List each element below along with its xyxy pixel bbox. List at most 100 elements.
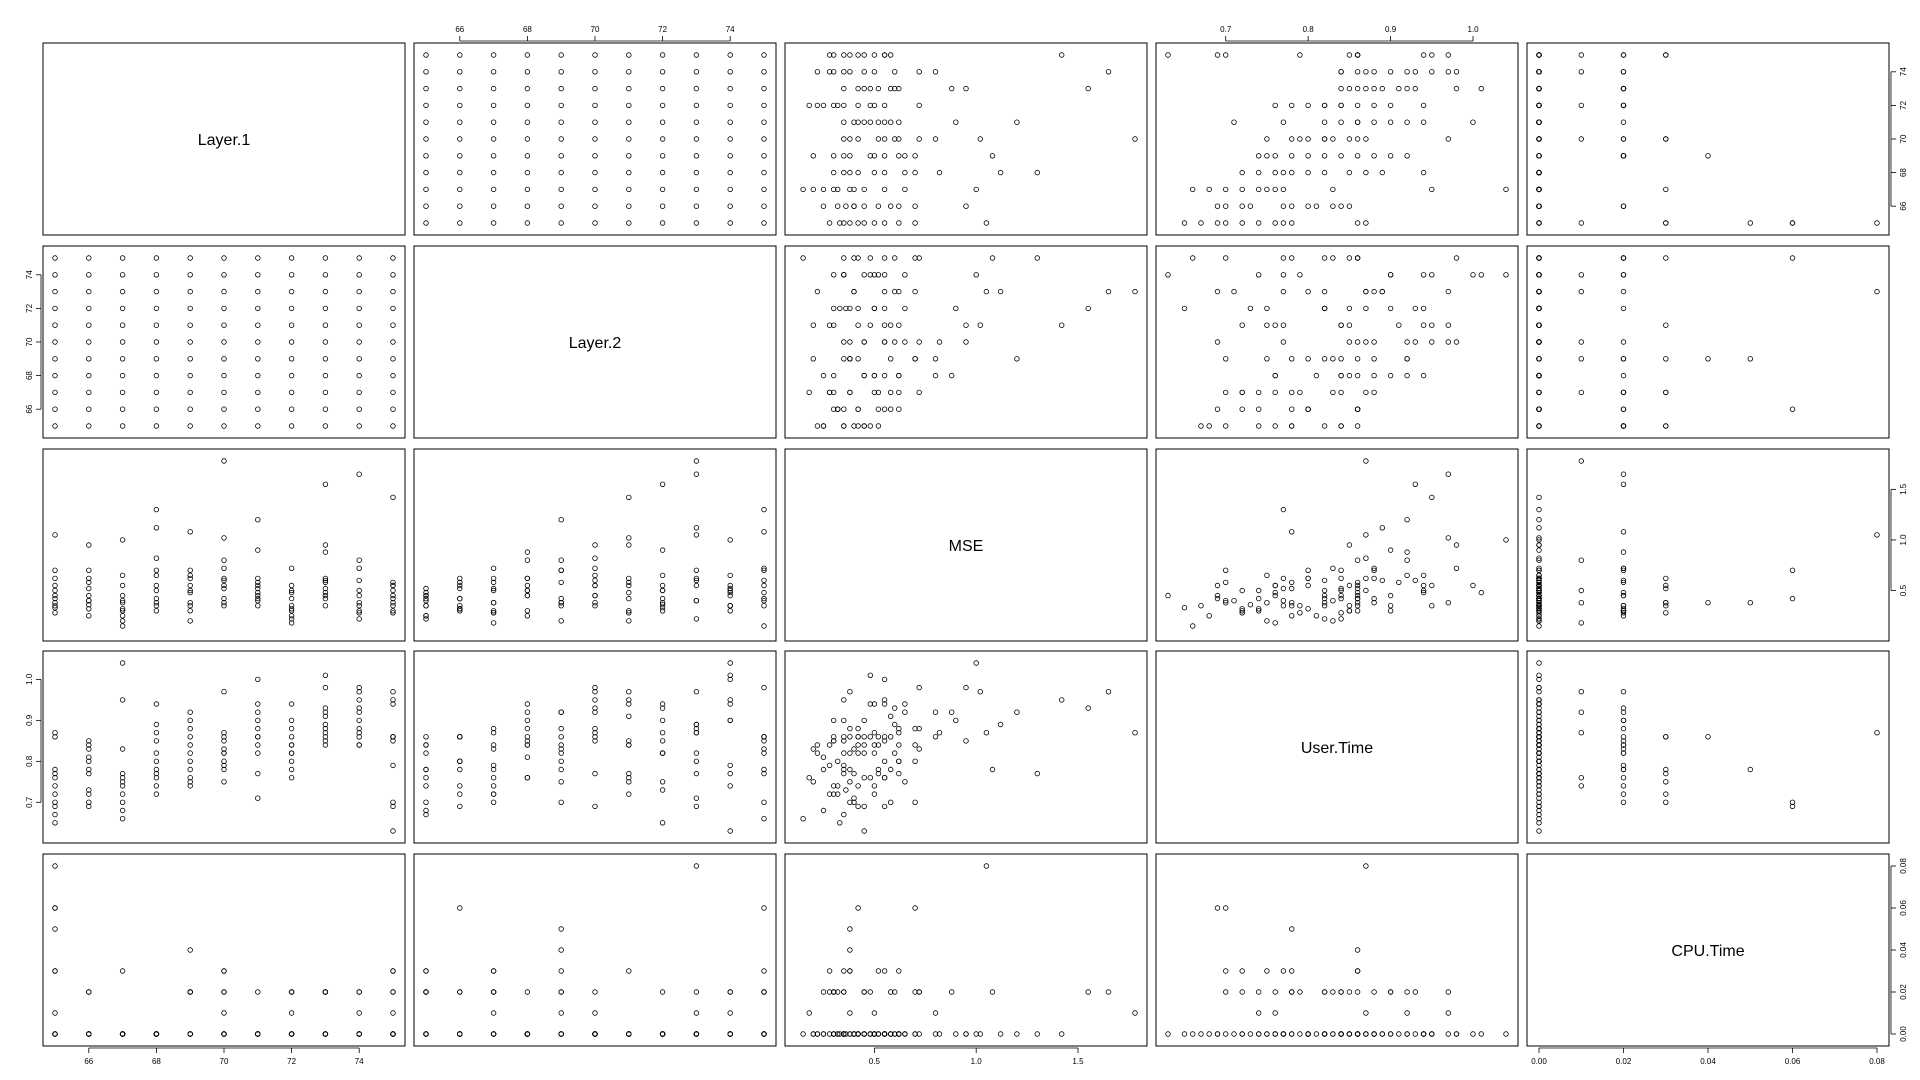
data-point <box>1354 220 1361 226</box>
data-point <box>558 169 564 176</box>
data-point <box>761 766 767 773</box>
data-point <box>187 618 193 624</box>
data-point <box>457 905 463 911</box>
data-point <box>1305 169 1311 176</box>
data-point <box>221 458 227 464</box>
data-point <box>1620 119 1627 125</box>
data-point <box>1536 770 1542 777</box>
data-point <box>1354 69 1361 75</box>
data-point <box>761 595 767 602</box>
data-point <box>1620 549 1627 555</box>
data-point <box>626 589 632 596</box>
data-point <box>841 339 847 345</box>
data-point <box>390 1031 396 1037</box>
data-point <box>490 600 497 606</box>
data-point <box>153 783 160 789</box>
data-point <box>626 203 632 209</box>
data-point <box>356 356 362 362</box>
data-point <box>1330 1031 1336 1037</box>
data-point <box>1620 766 1627 773</box>
data-point <box>1305 136 1311 142</box>
data-point <box>524 709 531 715</box>
data-point <box>963 203 969 209</box>
data-point <box>820 766 827 773</box>
data-point <box>1620 725 1627 732</box>
data-point <box>390 587 396 594</box>
data-point <box>1578 587 1584 594</box>
data-point <box>1014 119 1020 125</box>
panel-MSE-vs-User.Time <box>1155 448 1519 642</box>
data-point <box>1371 102 1377 109</box>
data-point <box>153 372 160 379</box>
data-point <box>1536 725 1542 732</box>
data-point <box>855 423 861 429</box>
data-point <box>912 288 918 295</box>
data-point <box>1478 589 1484 596</box>
tick-label: 0.02 <box>1616 1057 1632 1066</box>
data-point <box>490 742 497 748</box>
data-point <box>457 603 463 609</box>
data-point <box>820 989 827 995</box>
data-point <box>761 169 767 176</box>
data-point <box>1789 803 1796 810</box>
tick-label: 66 <box>25 404 34 413</box>
tick-label: 70 <box>591 25 600 34</box>
data-point <box>896 220 902 226</box>
data-point <box>457 169 463 176</box>
data-point <box>888 406 894 412</box>
data-point <box>1264 136 1270 142</box>
data-point <box>841 697 847 703</box>
data-point <box>1346 52 1353 58</box>
data-point <box>659 203 666 209</box>
data-point <box>524 754 531 760</box>
data-point <box>1663 356 1669 362</box>
data-point <box>916 102 922 109</box>
data-point <box>457 220 463 226</box>
data-point <box>1058 697 1065 703</box>
data-point <box>1663 603 1669 609</box>
data-point <box>1181 220 1188 226</box>
data-point <box>875 770 882 777</box>
data-point <box>1165 592 1171 599</box>
data-point <box>1578 557 1584 563</box>
data-point <box>1338 322 1344 328</box>
data-point <box>187 272 193 278</box>
data-point <box>1255 169 1262 176</box>
data-point <box>1272 1031 1278 1037</box>
data-point <box>1231 1031 1237 1037</box>
data-point <box>1338 423 1344 429</box>
data-point <box>977 689 983 695</box>
data-point <box>1536 807 1542 814</box>
data-point <box>592 136 598 142</box>
data-point <box>888 713 894 719</box>
data-point <box>659 605 666 611</box>
data-point <box>1198 220 1204 226</box>
data-point <box>896 968 902 974</box>
data-point <box>831 791 837 797</box>
data-point <box>626 535 632 541</box>
data-point <box>851 1031 857 1037</box>
x-axis-CPU.Time: 0.00 0.02 0.04 0.06 0.08 <box>1531 1047 1885 1066</box>
data-point <box>187 600 193 606</box>
data-point <box>1239 406 1245 412</box>
data-point <box>1387 547 1394 553</box>
panel-User.Time-vs-Layer.2 <box>413 650 777 844</box>
data-point <box>881 52 888 58</box>
data-point <box>592 69 598 75</box>
data-point <box>288 589 295 596</box>
data-point <box>1620 255 1627 261</box>
data-point <box>390 803 396 810</box>
data-point <box>841 85 847 92</box>
data-point <box>1014 1031 1020 1037</box>
data-point <box>1085 989 1091 995</box>
data-point <box>881 136 888 142</box>
data-point <box>1058 1031 1065 1037</box>
data-point <box>1280 506 1287 513</box>
data-point <box>524 153 531 159</box>
data-point <box>936 1031 943 1037</box>
data-point <box>892 136 898 142</box>
data-point <box>659 717 666 724</box>
data-point <box>1222 203 1229 209</box>
data-point <box>892 750 898 756</box>
data-point <box>871 1031 878 1037</box>
